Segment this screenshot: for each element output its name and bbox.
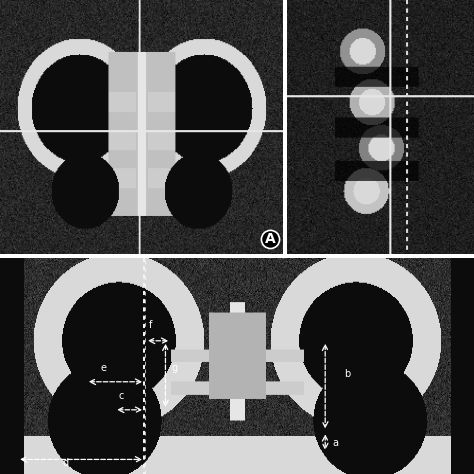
Text: g: g: [171, 363, 177, 373]
Text: b: b: [344, 369, 350, 380]
Text: c: c: [118, 391, 123, 401]
Text: A: A: [265, 232, 276, 246]
Text: f: f: [148, 320, 152, 330]
Text: d: d: [62, 458, 68, 468]
Text: e: e: [100, 363, 106, 373]
Text: a: a: [332, 438, 338, 448]
